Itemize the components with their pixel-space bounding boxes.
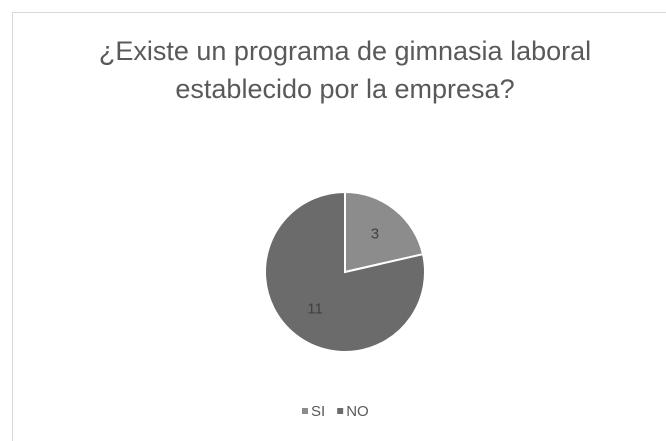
chart-title: ¿Existe un programa de gimnasia laboral … xyxy=(98,36,592,104)
pie-slice xyxy=(264,190,426,353)
data-label: 3 xyxy=(371,225,379,242)
legend-label: NO xyxy=(346,403,369,420)
chart-frame xyxy=(12,12,666,441)
legend-marker xyxy=(302,408,308,414)
legend-label: SI xyxy=(311,403,325,420)
pie-slice xyxy=(344,190,425,274)
legend-marker xyxy=(337,408,344,414)
data-label: 11 xyxy=(307,300,323,317)
